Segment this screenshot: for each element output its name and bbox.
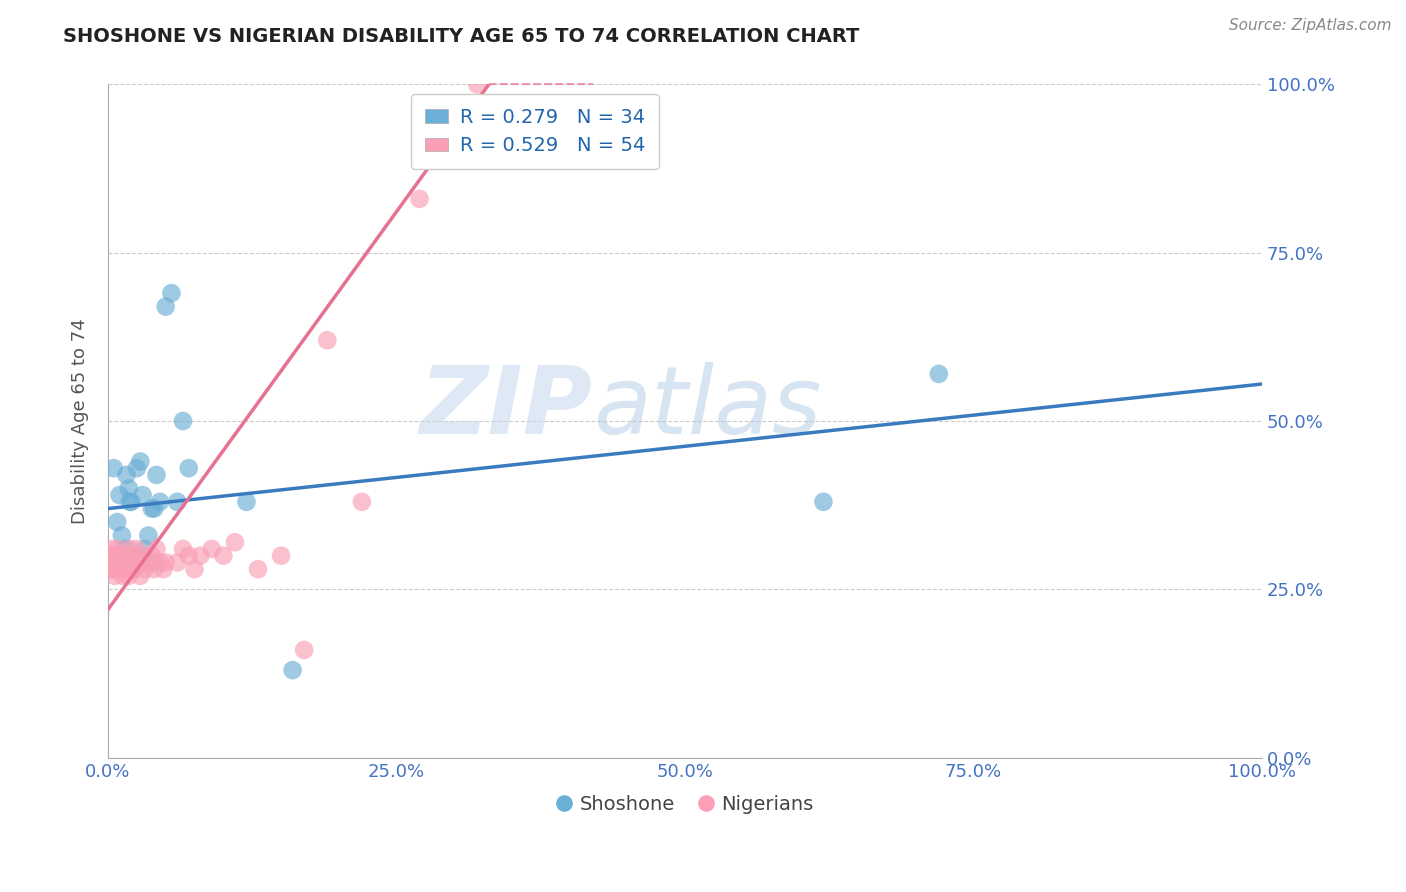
Point	[145, 467, 167, 482]
Point	[104, 569, 127, 583]
Point	[105, 549, 128, 563]
Point	[98, 549, 121, 563]
Point	[246, 562, 269, 576]
Point	[114, 541, 136, 556]
Point	[141, 501, 163, 516]
Point	[118, 569, 141, 583]
Legend: Shoshone, Nigerians: Shoshone, Nigerians	[548, 788, 821, 822]
Point	[110, 549, 132, 563]
Point	[316, 333, 339, 347]
Point	[166, 556, 188, 570]
Point	[212, 549, 235, 563]
Point	[131, 549, 153, 563]
Point	[118, 541, 141, 556]
Point	[112, 549, 135, 563]
Point	[111, 528, 134, 542]
Point	[115, 562, 138, 576]
Point	[108, 562, 131, 576]
Point	[183, 562, 205, 576]
Point	[115, 467, 138, 482]
Text: ZIP: ZIP	[420, 361, 593, 453]
Point	[128, 556, 150, 570]
Point	[105, 556, 128, 570]
Point	[105, 562, 128, 576]
Point	[235, 495, 257, 509]
Point	[201, 541, 224, 556]
Point	[104, 556, 127, 570]
Point	[134, 541, 156, 556]
Point	[134, 562, 156, 576]
Point	[149, 495, 172, 509]
Point	[292, 643, 315, 657]
Point	[129, 454, 152, 468]
Point	[143, 556, 166, 570]
Text: atlas: atlas	[593, 362, 821, 453]
Point	[117, 556, 139, 570]
Point	[121, 562, 143, 576]
Point	[160, 286, 183, 301]
Text: SHOSHONE VS NIGERIAN DISABILITY AGE 65 TO 74 CORRELATION CHART: SHOSHONE VS NIGERIAN DISABILITY AGE 65 T…	[63, 27, 859, 45]
Point	[125, 461, 148, 475]
Point	[125, 541, 148, 556]
Point	[118, 481, 141, 495]
Point	[131, 488, 153, 502]
Point	[155, 300, 177, 314]
Point	[122, 562, 145, 576]
Point	[928, 367, 950, 381]
Point	[408, 192, 430, 206]
Point	[149, 556, 172, 570]
Point	[105, 515, 128, 529]
Point	[141, 549, 163, 563]
Point	[111, 549, 134, 563]
Point	[111, 569, 134, 583]
Point	[125, 549, 148, 563]
Point	[103, 461, 125, 475]
Point	[114, 556, 136, 570]
Point	[103, 562, 125, 576]
Point	[465, 78, 488, 92]
Point	[111, 556, 134, 570]
Point	[813, 495, 835, 509]
Text: Source: ZipAtlas.com: Source: ZipAtlas.com	[1229, 18, 1392, 33]
Point	[120, 495, 142, 509]
Point	[138, 528, 160, 542]
Point	[98, 556, 121, 570]
Point	[107, 541, 129, 556]
Point	[120, 549, 142, 563]
Point	[143, 562, 166, 576]
Point	[152, 562, 174, 576]
Y-axis label: Disability Age 65 to 74: Disability Age 65 to 74	[72, 318, 89, 524]
Point	[172, 541, 194, 556]
Point	[124, 562, 146, 576]
Point	[145, 541, 167, 556]
Point	[101, 562, 124, 576]
Point	[138, 556, 160, 570]
Point	[166, 495, 188, 509]
Point	[129, 569, 152, 583]
Point	[118, 495, 141, 509]
Point	[108, 488, 131, 502]
Point	[121, 562, 143, 576]
Point	[143, 501, 166, 516]
Point	[350, 495, 373, 509]
Point	[122, 556, 145, 570]
Point	[188, 549, 211, 563]
Point	[114, 556, 136, 570]
Point	[177, 461, 200, 475]
Point	[111, 562, 134, 576]
Point	[103, 549, 125, 563]
Point	[270, 549, 292, 563]
Point	[155, 556, 177, 570]
Point	[100, 541, 122, 556]
Point	[224, 535, 246, 549]
Point	[281, 663, 304, 677]
Point	[131, 556, 153, 570]
Point	[172, 414, 194, 428]
Point	[177, 549, 200, 563]
